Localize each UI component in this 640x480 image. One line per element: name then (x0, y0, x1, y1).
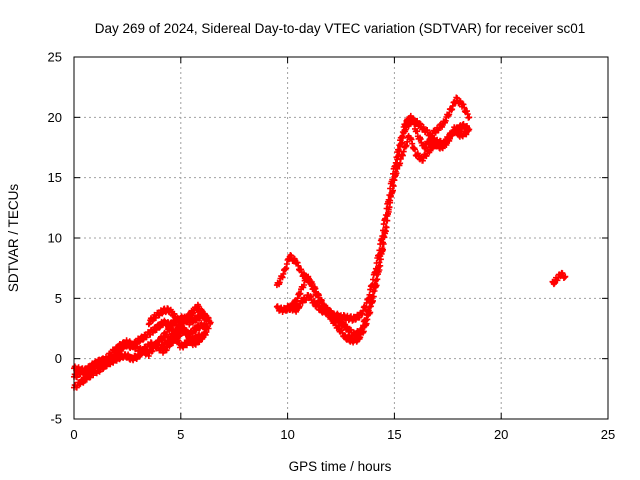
x-tick-label: 15 (387, 427, 401, 442)
y-tick-label: 0 (55, 351, 62, 366)
y-tick-label: 25 (48, 50, 62, 65)
grid (74, 57, 608, 419)
x-tick-label: 20 (494, 427, 508, 442)
data-point-markers (156, 301, 214, 354)
data-point-markers (549, 269, 569, 288)
axis-ticks: 0 5 10 15 20 25 -5 0 5 10 15 20 25 (48, 50, 616, 443)
data-track (549, 269, 569, 288)
y-axis-label: SDTVAR / TECUs (6, 184, 21, 293)
y-tick-label: -5 (50, 412, 62, 427)
x-tick-label: 10 (280, 427, 294, 442)
data-point-markers (284, 124, 470, 346)
data-track (284, 124, 470, 346)
x-axis-label: GPS time / hours (289, 459, 392, 474)
plot-frame (73, 56, 609, 420)
chart-title: Day 269 of 2024, Sidereal Day-to-day VTE… (95, 21, 585, 36)
y-tick-label: 10 (48, 231, 62, 246)
data-track (156, 301, 214, 354)
y-tick-label: 20 (48, 110, 62, 125)
x-tick-label: 25 (601, 427, 615, 442)
x-tick-label: 5 (177, 427, 184, 442)
data-points (71, 94, 569, 391)
y-tick-label: 5 (55, 291, 62, 306)
x-tick-label: 0 (70, 427, 77, 442)
y-tick-label: 15 (48, 170, 62, 185)
